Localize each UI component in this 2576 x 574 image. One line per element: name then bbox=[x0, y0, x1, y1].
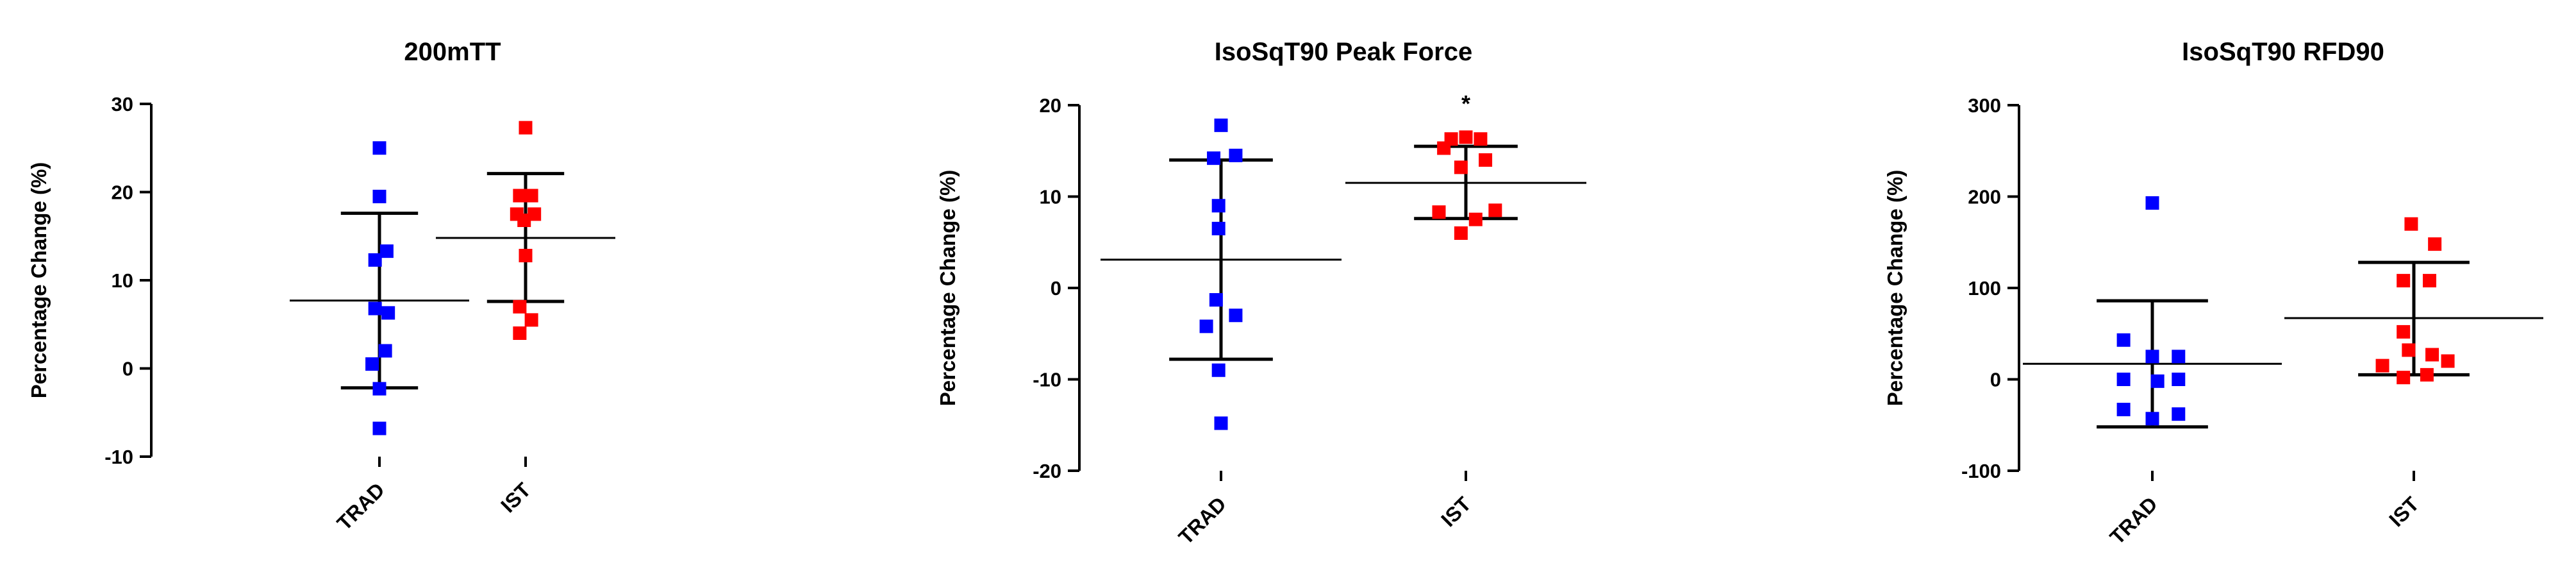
chart-title: IsoSqT90 Peak Force bbox=[1215, 38, 1472, 66]
data-point bbox=[2397, 274, 2411, 288]
data-point bbox=[2172, 407, 2186, 421]
y-tick-label: 200 bbox=[1968, 186, 2001, 208]
data-point bbox=[2116, 403, 2131, 417]
data-point bbox=[1432, 205, 1446, 219]
data-point bbox=[513, 326, 527, 340]
data-point bbox=[381, 306, 395, 320]
data-point bbox=[1209, 293, 1223, 307]
data-point bbox=[378, 344, 392, 358]
data-point bbox=[368, 253, 382, 267]
data-point bbox=[372, 382, 386, 396]
data-point bbox=[2425, 348, 2439, 362]
data-point bbox=[2172, 350, 2186, 364]
data-point bbox=[1214, 416, 1228, 430]
data-point bbox=[2116, 333, 2131, 347]
data-point bbox=[1207, 151, 1221, 165]
data-point bbox=[372, 189, 386, 203]
series-ist bbox=[2284, 217, 2543, 385]
data-point bbox=[1199, 319, 1213, 333]
data-point bbox=[2116, 373, 2131, 386]
data-point bbox=[2420, 367, 2434, 382]
y-tick-label: 30 bbox=[112, 93, 133, 115]
data-point bbox=[2145, 196, 2159, 210]
series-ist bbox=[1345, 130, 1586, 240]
data-point bbox=[1214, 118, 1228, 132]
y-tick-label: 20 bbox=[112, 181, 133, 204]
y-tick-label: 100 bbox=[1968, 277, 2001, 300]
chart-title: 200mTT bbox=[404, 38, 501, 66]
x-category-label: TRAD bbox=[1174, 492, 1231, 548]
data-point bbox=[528, 207, 542, 221]
y-tick-label: -10 bbox=[1033, 369, 1061, 391]
series-ist bbox=[436, 121, 615, 340]
data-point bbox=[1468, 212, 1483, 226]
series-trad bbox=[290, 141, 469, 435]
data-point bbox=[2404, 217, 2418, 231]
data-point bbox=[2422, 274, 2436, 288]
data-point bbox=[2375, 359, 2389, 373]
x-category-label: IST bbox=[2384, 492, 2423, 531]
data-point bbox=[1211, 199, 1226, 213]
x-category-label: TRAD bbox=[333, 478, 389, 534]
data-point bbox=[1437, 141, 1451, 155]
x-category-label: IST bbox=[1436, 492, 1475, 531]
chart-title: IsoSqT90 RFD90 bbox=[2182, 38, 2384, 66]
data-point bbox=[519, 121, 533, 135]
data-point bbox=[372, 141, 386, 155]
x-category-label: IST bbox=[496, 478, 535, 517]
y-tick-label: 300 bbox=[1968, 94, 2001, 117]
y-tick-label: 10 bbox=[1040, 186, 1061, 208]
data-point bbox=[2172, 373, 2186, 386]
data-point bbox=[1211, 221, 1226, 235]
y-tick-label: 0 bbox=[1051, 277, 1061, 300]
significance-marker: * bbox=[1461, 90, 1470, 117]
data-point bbox=[524, 189, 538, 203]
data-point bbox=[2428, 237, 2442, 251]
data-point bbox=[524, 313, 538, 327]
data-point bbox=[1454, 160, 1468, 174]
data-point bbox=[2145, 350, 2159, 364]
y-tick-label: -100 bbox=[1961, 460, 2001, 482]
data-point bbox=[519, 249, 533, 262]
y-tick-label: 20 bbox=[1040, 94, 1061, 117]
data-point bbox=[2150, 374, 2165, 388]
data-point bbox=[379, 244, 394, 258]
data-point bbox=[372, 421, 386, 435]
data-point bbox=[513, 300, 527, 314]
data-point bbox=[2145, 412, 2159, 426]
data-point bbox=[2397, 325, 2411, 339]
y-axis-label: Percentage Change (%) bbox=[936, 170, 960, 407]
chart-3: IsoSqT90 RFD90 -100 0 100 200 300 Percentage C… bbox=[1883, 38, 2543, 549]
data-point bbox=[1474, 132, 1488, 146]
data-point bbox=[368, 301, 382, 316]
chart-2: IsoSqT90 Peak Force -20 -10 0 10 20 Percentage… bbox=[936, 38, 1586, 549]
data-point bbox=[2402, 343, 2416, 357]
data-point bbox=[1229, 148, 1243, 162]
data-point bbox=[365, 357, 379, 371]
data-point bbox=[2397, 371, 2411, 385]
y-tick-label: -10 bbox=[104, 446, 133, 468]
data-point bbox=[1459, 130, 1473, 144]
data-point bbox=[1229, 308, 1243, 323]
y-tick-label: 0 bbox=[122, 358, 133, 380]
data-point bbox=[1479, 153, 1493, 167]
y-tick-label: -20 bbox=[1033, 460, 1061, 482]
data-point bbox=[2441, 354, 2455, 368]
y-axis-label: Percentage Change (%) bbox=[1883, 170, 1907, 407]
series-trad bbox=[1101, 118, 1342, 430]
series-trad bbox=[2023, 196, 2282, 429]
data-point bbox=[517, 214, 531, 227]
y-axis-label: Percentage Change (%) bbox=[27, 162, 51, 399]
x-category-label: TRAD bbox=[2106, 492, 2162, 548]
data-point bbox=[1454, 226, 1468, 240]
y-tick-label: 0 bbox=[1990, 369, 2001, 391]
y-tick-label: 10 bbox=[112, 269, 133, 292]
chart-1: 200mTT -10 0 10 20 30 Percentage Change (%) TRA… bbox=[27, 38, 615, 535]
data-point bbox=[513, 189, 527, 203]
data-point bbox=[1211, 363, 1226, 377]
data-point bbox=[1488, 203, 1502, 217]
